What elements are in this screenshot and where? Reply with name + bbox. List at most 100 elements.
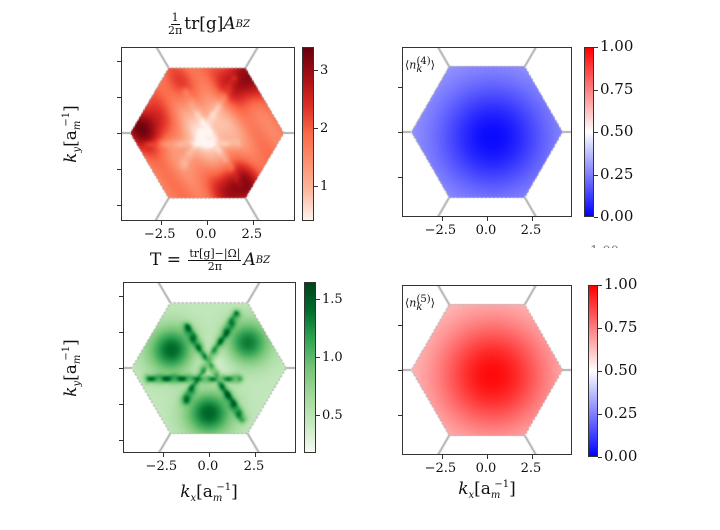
annotation-label: ⟨nk(5)⟩ — [405, 294, 435, 313]
heatmap-canvas — [402, 285, 572, 455]
y-tick-mark — [117, 168, 121, 170]
colorbar-tick-mark — [594, 132, 598, 133]
colorbar — [588, 285, 598, 457]
colorbar-frame — [304, 282, 316, 453]
y-tick-mark — [398, 370, 402, 371]
colorbar-tick-label: 0.75 — [600, 79, 634, 98]
x-tick-label: 2.5 — [520, 461, 542, 476]
x-tick-label: 2.5 — [241, 227, 263, 242]
colorbar-tick-mark — [594, 89, 598, 91]
chart-title: 1 2π tr[g] A BZ — [166, 12, 250, 36]
x-tick-mark — [208, 453, 210, 457]
axis-k-sub: x — [468, 490, 475, 502]
axis-k-sub: y — [72, 146, 84, 153]
title-fraction: tr[g]−|Ω| 2π — [188, 248, 242, 273]
heatmap-canvas — [121, 47, 295, 221]
colorbar-tick-label: 1.0 — [322, 350, 343, 366]
colorbar-tick-mark — [314, 186, 318, 188]
colorbar-tick-mark — [594, 174, 598, 176]
y-tick-mark — [119, 404, 123, 406]
annotation-sub: k — [416, 301, 423, 313]
x-tick-label: −2.5 — [424, 461, 457, 476]
axis-unit: [a — [196, 481, 213, 502]
y-tick-mark — [119, 368, 123, 370]
x-tick-mark — [441, 217, 443, 221]
title-fraction: 1 2π — [168, 12, 182, 36]
axis-k: k — [60, 152, 81, 163]
angle-open: ⟨ — [405, 296, 410, 310]
colorbar-tick-mark — [316, 414, 320, 416]
colorbar — [302, 47, 314, 221]
colorbar-tick-label: 1.00 — [600, 37, 634, 55]
colorbar-tick-mark — [598, 457, 602, 458]
x-tick-mark — [487, 455, 488, 459]
colorbar-tick-mark — [316, 299, 320, 301]
x-tick-mark — [487, 217, 488, 221]
axis-unit-sub: m — [72, 120, 84, 131]
y-tick-mark — [398, 132, 402, 133]
x-tick-mark — [532, 217, 534, 221]
colorbar-tick-label: 3 — [320, 63, 329, 79]
colorbar-tick-mark — [594, 217, 598, 218]
axis-unit-sup: −1 — [216, 482, 232, 494]
colorbar — [584, 47, 594, 217]
axis-k-sub: y — [72, 380, 84, 387]
annotation-n: n — [409, 58, 417, 72]
colorbar-tick-label: 2 — [320, 121, 329, 137]
x-tick-label: −2.5 — [424, 223, 457, 238]
axes-frame — [402, 47, 572, 217]
colorbar-tick-label: 1 — [320, 179, 329, 195]
axis-close: ] — [231, 481, 238, 502]
fraction-numerator: 1 — [170, 11, 180, 25]
colorbar-frame — [584, 47, 594, 217]
y-tick-mark — [119, 296, 123, 298]
axis-k: k — [458, 478, 469, 499]
colorbar-tick-mark — [598, 371, 602, 372]
x-tick-label: 0.0 — [195, 227, 217, 242]
y-tick-mark — [119, 440, 123, 442]
colorbar-tick-mark — [598, 328, 602, 329]
x-tick-label: 2.5 — [520, 223, 542, 238]
clipped-text: 1.00 — [590, 244, 619, 248]
x-tick-mark — [162, 453, 164, 457]
axis-unit-sub: m — [212, 493, 223, 505]
y-axis-label: ky[am−1] — [61, 339, 83, 397]
axes-frame — [123, 282, 296, 453]
colorbar-tick-mark — [598, 414, 602, 415]
title-variable: A — [243, 250, 256, 271]
colorbar-tick-label: 0.25 — [604, 404, 638, 422]
angle-close: ⟩ — [430, 58, 435, 72]
x-tick-mark — [252, 221, 254, 225]
title-body: tr[g] — [184, 14, 224, 35]
y-tick-mark — [398, 415, 402, 417]
axis-unit: [a — [60, 130, 81, 147]
colorbar-tick-label: 0.00 — [604, 447, 638, 465]
x-tick-mark — [254, 453, 256, 457]
x-tick-label: 0.0 — [475, 461, 497, 476]
angle-close: ⟩ — [430, 296, 435, 310]
x-tick-mark — [161, 221, 163, 225]
annotation-label: ⟨nk(4)⟩ — [405, 56, 435, 75]
axis-k: k — [60, 386, 81, 397]
axis-unit: [a — [474, 478, 491, 499]
heatmap-canvas — [402, 47, 572, 217]
angle-open: ⟨ — [405, 58, 410, 72]
axes-frame — [121, 47, 295, 221]
title-prefix: T = — [149, 250, 187, 271]
x-tick-label: −2.5 — [143, 227, 176, 242]
heatmap-canvas — [123, 282, 296, 453]
y-axis-label: ky[am−1] — [61, 105, 83, 163]
colorbar-tick-label: 0.00 — [600, 207, 634, 225]
x-tick-label: 0.0 — [197, 459, 219, 474]
y-tick-mark — [117, 61, 121, 63]
fraction-denominator: 2π — [207, 259, 223, 273]
colorbar-frame — [588, 285, 598, 457]
y-tick-mark — [398, 324, 402, 326]
title-subscript: BZ — [255, 254, 271, 266]
colorbar-tick-label: 0.50 — [600, 122, 634, 140]
annotation-sup: (5) — [416, 294, 431, 305]
x-tick-label: 0.0 — [475, 223, 497, 238]
colorbar-tick-mark — [316, 357, 320, 359]
axis-k: k — [180, 481, 191, 502]
